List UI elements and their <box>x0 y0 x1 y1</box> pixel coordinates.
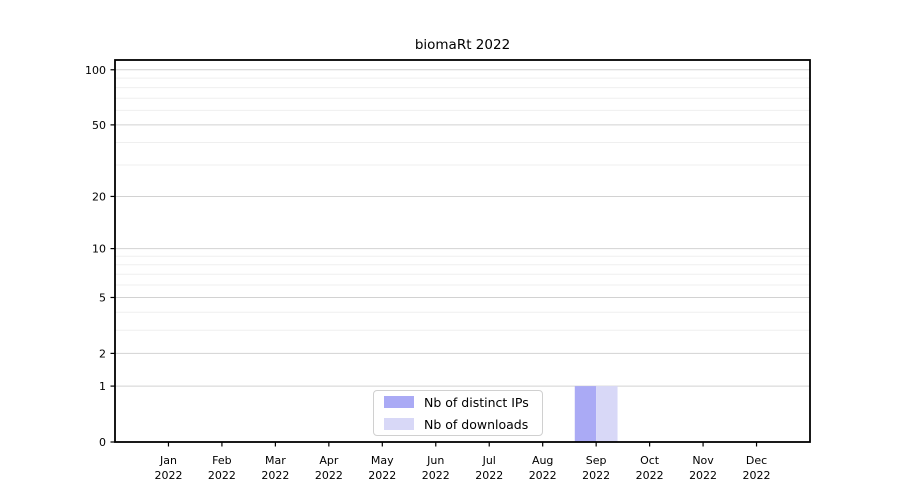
x-axis-tick-label-year-jun-2022: 2022 <box>422 469 450 482</box>
bar-nb-of-downloads-sep-2022 <box>596 386 618 442</box>
x-axis-tick-label-year-mar-2022: 2022 <box>261 469 289 482</box>
y-axis-tick-label-1: 1 <box>99 380 106 393</box>
x-axis-tick-label-sep-2022: Sep <box>586 454 607 467</box>
chart-title: biomaRt 2022 <box>414 37 511 53</box>
bar-nb-of-distinct-ips-sep-2022 <box>574 386 597 442</box>
y-axis-tick-label-50: 50 <box>92 119 106 132</box>
plot-border <box>114 59 811 443</box>
x-axis-tick-label-year-oct-2022: 2022 <box>636 469 664 482</box>
x-axis-tick-label-aug-2022: Aug <box>532 454 553 467</box>
x-axis-tick-label-nov-2022: Nov <box>692 454 714 467</box>
y-axis-tick-label-20: 20 <box>92 190 106 203</box>
y-axis-tick-label-2: 2 <box>99 347 106 360</box>
legend: Nb of distinct IPs Nb of downloads <box>373 390 543 436</box>
x-axis-tick-label-oct-2022: Oct <box>640 454 660 467</box>
x-axis-tick-label-jul-2022: Jul <box>482 454 496 467</box>
y-axis-tick-label-10: 10 <box>92 243 106 256</box>
x-axis-tick-label-year-jul-2022: 2022 <box>475 469 503 482</box>
x-axis-tick-label-year-nov-2022: 2022 <box>689 469 717 482</box>
legend-label-distinct-ips: Nb of distinct IPs <box>424 394 529 410</box>
x-axis-tick-label-feb-2022: Feb <box>212 454 231 467</box>
x-axis-tick-label-year-may-2022: 2022 <box>368 469 396 482</box>
x-axis-tick-label-year-jan-2022: 2022 <box>154 469 182 482</box>
legend-item-distinct-ips: Nb of distinct IPs <box>384 395 542 410</box>
legend-swatch-distinct-ips <box>384 396 414 408</box>
x-axis-tick-label-year-dec-2022: 2022 <box>743 469 771 482</box>
x-axis-tick-label-may-2022: May <box>371 454 394 467</box>
legend-item-downloads: Nb of downloads <box>384 417 542 432</box>
legend-swatch-downloads <box>384 418 414 430</box>
x-axis-tick-label-year-feb-2022: 2022 <box>208 469 236 482</box>
x-axis-tick-label-apr-2022: Apr <box>319 454 339 467</box>
x-axis-tick-label-year-sep-2022: 2022 <box>582 469 610 482</box>
x-axis-tick-label-mar-2022: Mar <box>265 454 286 467</box>
y-axis-tick-label-100: 100 <box>85 64 106 77</box>
y-axis-tick-label-0: 0 <box>99 436 106 449</box>
x-axis-tick-label-year-apr-2022: 2022 <box>315 469 343 482</box>
x-axis-tick-label-dec-2022: Dec <box>746 454 767 467</box>
legend-label-downloads: Nb of downloads <box>424 416 529 432</box>
y-axis-tick-label-5: 5 <box>99 291 106 304</box>
x-axis-tick-label-year-aug-2022: 2022 <box>529 469 557 482</box>
x-axis-tick-label-jun-2022: Jun <box>426 454 444 467</box>
x-axis-tick-label-jan-2022: Jan <box>159 454 177 467</box>
